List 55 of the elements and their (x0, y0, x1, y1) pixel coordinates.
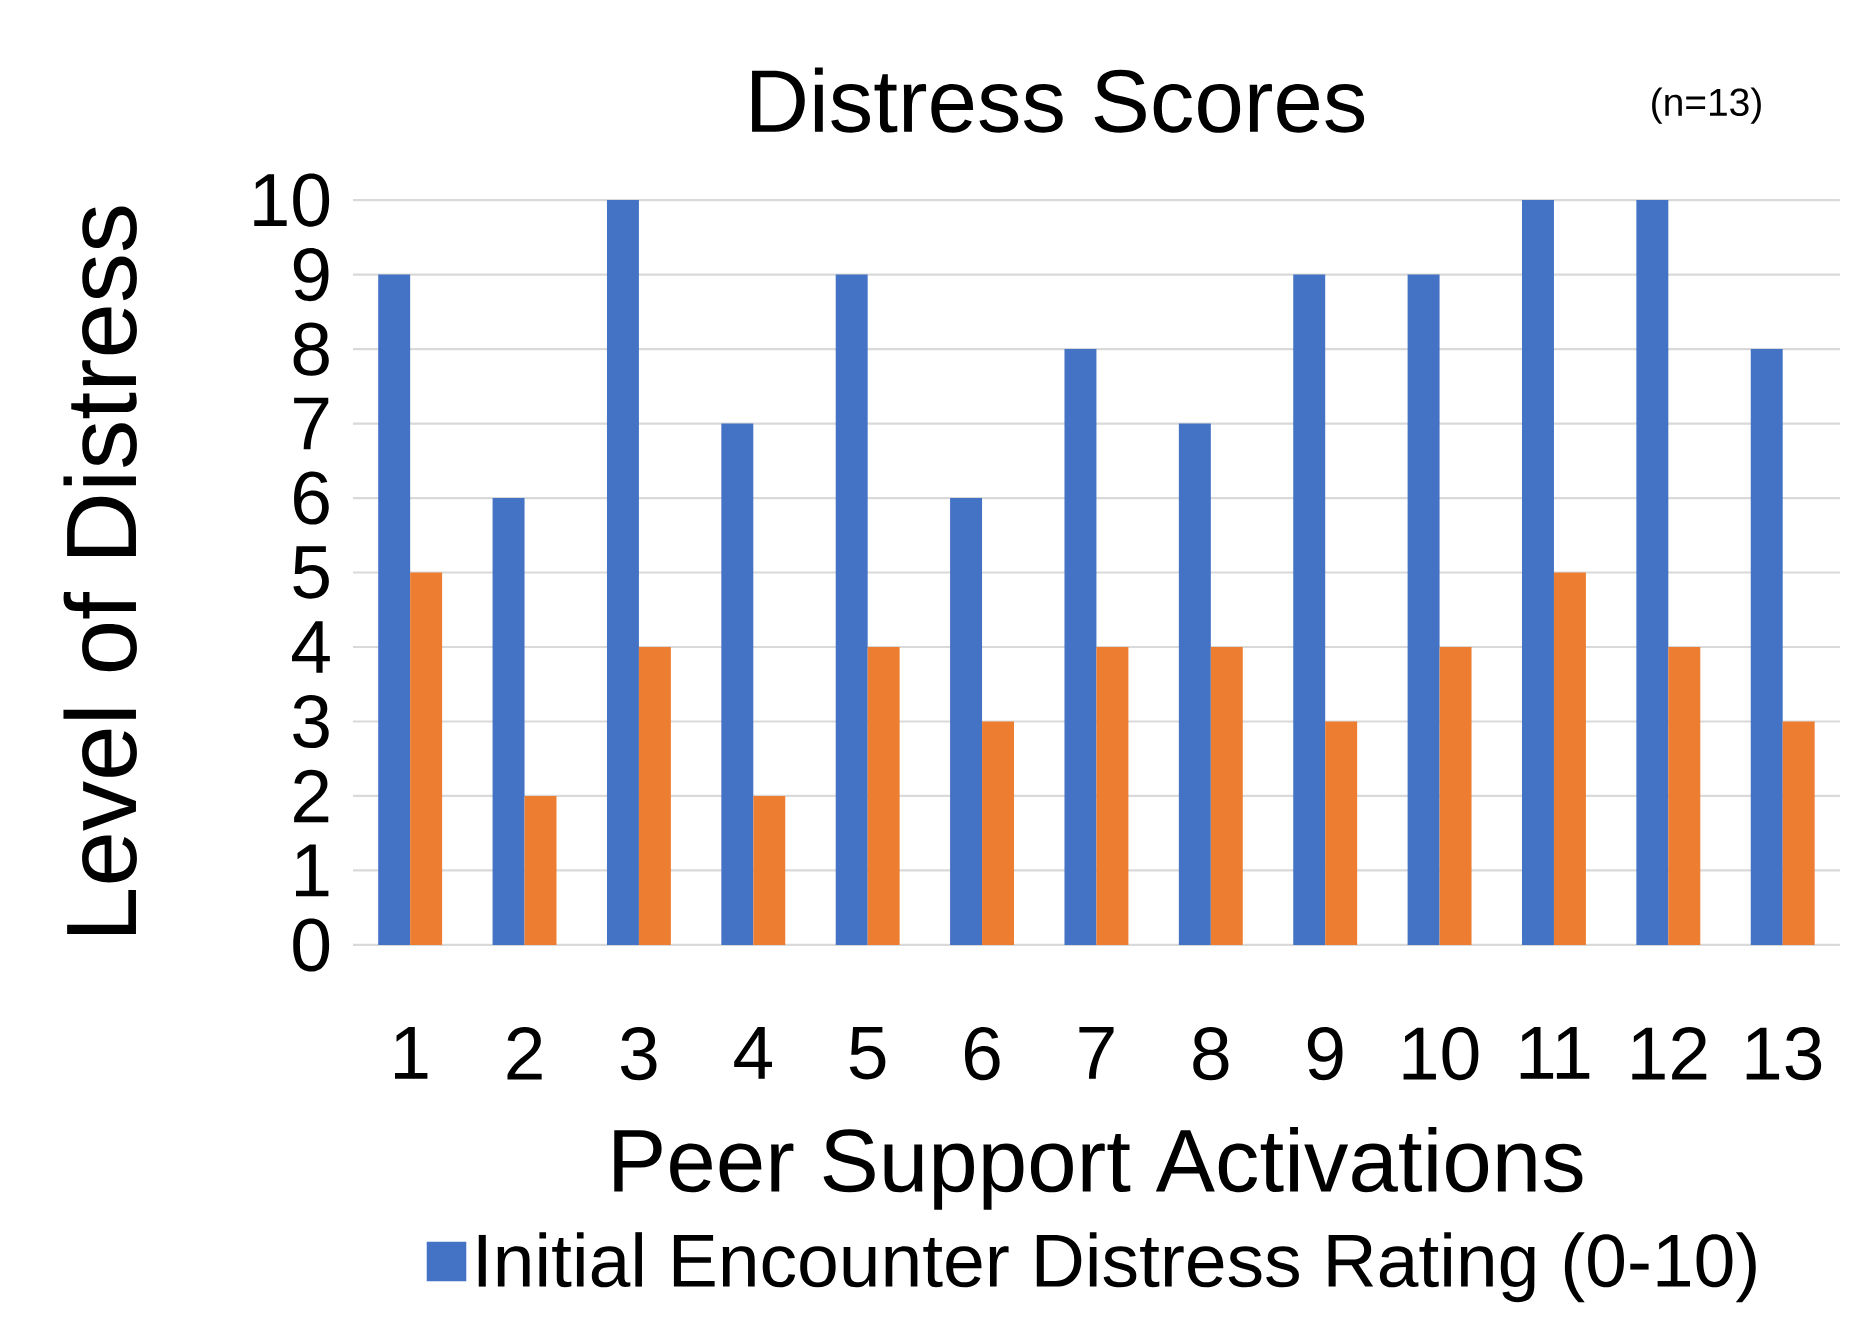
bar (1096, 646, 1129, 945)
bar (1407, 274, 1440, 945)
y-tick-label: 9 (293, 247, 329, 301)
bar (1521, 199, 1554, 945)
bar (638, 646, 671, 945)
text: (n=13) (1652, 87, 1761, 124)
bar (867, 646, 900, 945)
bar (1178, 423, 1211, 945)
x-tick-label: 9 (1307, 1026, 1343, 1080)
y-tick-label: 7 (294, 397, 329, 450)
x-tick-label: 2 (507, 1026, 542, 1080)
bar (1553, 572, 1586, 945)
y-tick-label: 0 (293, 918, 330, 972)
x-tick-label: 11 (1520, 1026, 1590, 1079)
y-tick-label: 2 (294, 769, 329, 822)
bar (524, 795, 557, 945)
bar (1750, 348, 1783, 945)
bar (1636, 199, 1669, 945)
y-tick-label: 3 (293, 694, 329, 748)
y-axis-title: Level of Distress (63, 206, 137, 934)
x-tick-label: 5 (849, 1026, 886, 1080)
bar (1064, 348, 1097, 945)
x-tick-label: 4 (734, 1026, 772, 1079)
y-tick-label: 10 (254, 173, 330, 227)
bar (835, 274, 868, 945)
bar (1782, 721, 1815, 945)
bar (1210, 646, 1243, 945)
bar (1293, 274, 1326, 945)
bar (410, 572, 443, 945)
bar (721, 423, 754, 945)
y-tick-label: 4 (292, 620, 330, 673)
x-tick-label: 7 (1079, 1026, 1114, 1079)
x-tick-label: 8 (1193, 1026, 1229, 1080)
x-axis-title: Peer Support Activations (614, 1126, 1583, 1210)
bar (753, 795, 786, 945)
bar (982, 721, 1015, 945)
y-tick-label: 6 (294, 471, 329, 525)
x-tick-label: 12 (1632, 1026, 1707, 1080)
x-tick-label: 13 (1746, 1026, 1822, 1080)
y-tick-label: 8 (293, 322, 329, 376)
bar (378, 274, 411, 945)
y-tick-label: 5 (293, 546, 329, 599)
x-tick-label: 1 (395, 1026, 428, 1079)
x-tick-label: 10 (1403, 1026, 1479, 1080)
x-tick-label: 6 (964, 1026, 1000, 1080)
y-tick-label: 1 (296, 844, 329, 897)
bar (606, 199, 639, 945)
bar (950, 497, 983, 945)
legend-label: Initial Encounter Distress Rating (0-10) (478, 1231, 1756, 1302)
bar (1439, 646, 1472, 945)
chart-title: Distress Scores (752, 67, 1365, 133)
x-tick-label: 3 (620, 1026, 657, 1080)
bar (1668, 646, 1701, 945)
bar (1325, 721, 1358, 945)
bar (492, 497, 525, 945)
